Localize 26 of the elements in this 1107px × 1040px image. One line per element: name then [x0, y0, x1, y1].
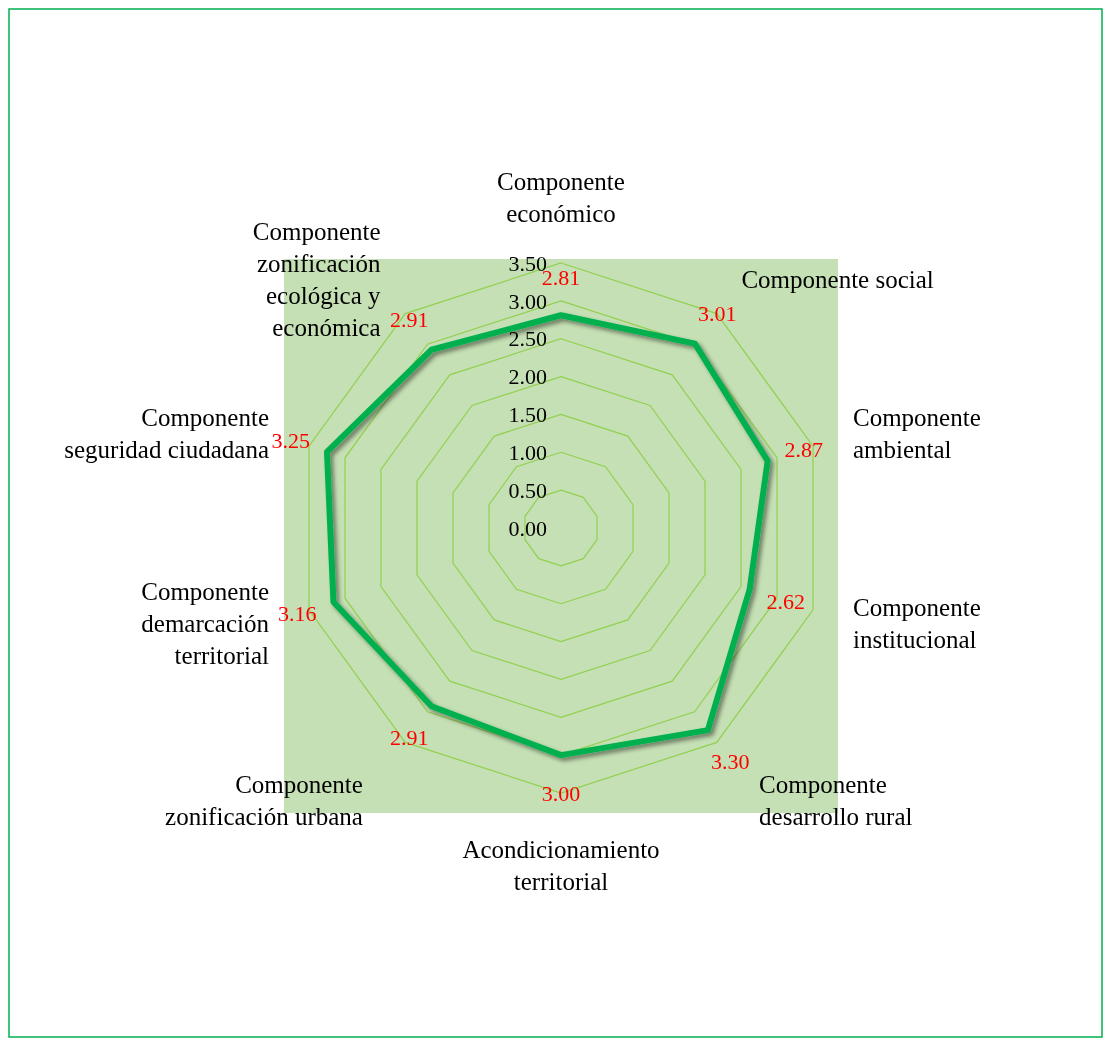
data-label: 2.91	[389, 724, 429, 750]
spoke-label: Acondicionamiento territorial	[462, 835, 660, 895]
data-label: 3.01	[698, 300, 737, 326]
spoke-label: Componente social	[741, 266, 934, 294]
data-label: 2.91	[389, 306, 429, 332]
y-tick-label: 2.00	[508, 364, 547, 390]
data-label: 3.30	[710, 748, 750, 774]
spoke-label: Componente seguridad ciudadana	[64, 403, 270, 463]
spoke-label: Componente demarcación territorial	[141, 577, 270, 669]
spoke-label: Componente zonificación ecológica y económica	[252, 218, 382, 342]
y-tick-label: 1.00	[508, 439, 547, 465]
spoke-label: Componente económico	[497, 167, 625, 227]
spoke-label: Componente institucional	[852, 593, 981, 653]
spoke-label: Componente zonificación urbana	[165, 771, 363, 831]
y-tick-label: 3.00	[508, 288, 547, 314]
spoke-label: Componente desarrollo rural	[759, 771, 913, 831]
data-label: 3.16	[278, 601, 317, 627]
data-label: 2.62	[766, 588, 806, 614]
y-tick-label: 0.50	[508, 477, 547, 503]
y-tick-label: 2.50	[508, 326, 547, 352]
y-tick-label: 0.00	[508, 515, 547, 541]
data-label: 3.00	[541, 780, 581, 806]
data-label: 3.25	[271, 427, 311, 453]
y-tick-label: 1.50	[508, 402, 547, 428]
spoke-label: Componente ambiental	[852, 403, 981, 463]
data-label: 2.87	[784, 436, 824, 462]
